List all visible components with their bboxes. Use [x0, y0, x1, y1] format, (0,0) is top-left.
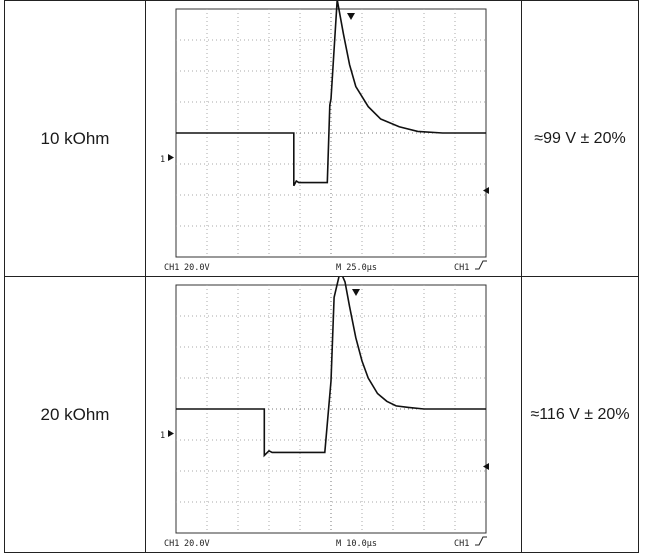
oscilloscope-screen: 1 CH1 20.0V M 10.0µs CH1 [146, 277, 521, 552]
trigger-arrow-icon [352, 289, 360, 296]
trigger-level-icon [483, 187, 489, 194]
channel-label: CH1 [164, 539, 179, 549]
table-row: 20 kOhm 1 CH1 20.0V M 10.0µs CH1 ≈116 [4, 276, 639, 553]
trigger-source-label: CH1 [454, 263, 469, 273]
ground-marker-label: 1 [160, 155, 165, 165]
load-cell: 10 kOhm [4, 0, 146, 277]
oscilloscope-screen: 1 CH1 20.0V M 25.0µs CH1 [146, 1, 521, 276]
oscilloscope-plot: 1 CH1 20.0V M 25.0µs CH1 [160, 1, 489, 273]
result-cell: ≈99 V ± 20% [521, 0, 639, 277]
volts-div-label: 20.0V [184, 539, 210, 549]
waveform-trace [176, 277, 486, 458]
scope-cell: 1 CH1 20.0V M 10.0µs CH1 [145, 276, 522, 553]
timebase-label: M 10.0µs [336, 539, 377, 549]
trigger-arrow-icon [347, 13, 355, 20]
channel-label: CH1 [164, 263, 179, 273]
rising-edge-icon [475, 260, 487, 270]
scope-cell: 1 CH1 20.0V M 25.0µs CH1 [145, 0, 522, 277]
trigger-source-label: CH1 [454, 539, 469, 549]
oscilloscope-plot: 1 CH1 20.0V M 10.0µs CH1 [160, 277, 489, 549]
result-cell: ≈116 V ± 20% [521, 276, 639, 553]
measurement-table: 10 kOhm 1 CH1 20.0V M 25.0µs CH1 ≈99 V [4, 0, 639, 553]
ground-marker-icon [168, 154, 174, 161]
ground-marker-label: 1 [160, 431, 165, 441]
table-row: 10 kOhm 1 CH1 20.0V M 25.0µs CH1 ≈99 V [4, 0, 639, 277]
rising-edge-icon [475, 536, 487, 546]
volts-div-label: 20.0V [184, 263, 210, 273]
trigger-level-icon [483, 463, 489, 470]
timebase-label: M 25.0µs [336, 263, 377, 273]
waveform-trace [176, 1, 486, 187]
ground-marker-icon [168, 430, 174, 437]
load-cell: 20 kOhm [4, 276, 146, 553]
